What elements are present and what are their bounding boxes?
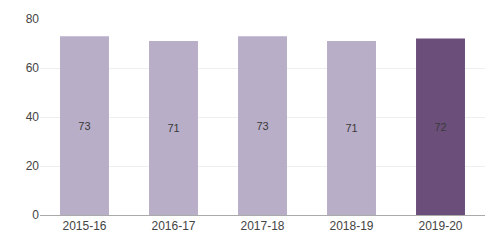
svg-text:71: 71 [167,122,179,134]
svg-text:72: 72 [434,121,446,133]
svg-text:60: 60 [26,61,40,75]
svg-text:40: 40 [26,110,40,124]
svg-text:73: 73 [256,120,268,132]
svg-text:2015-16: 2015-16 [62,219,106,233]
svg-text:0: 0 [32,208,39,222]
svg-text:73: 73 [78,120,90,132]
svg-text:71: 71 [345,122,357,134]
svg-text:2018-19: 2018-19 [329,219,373,233]
svg-text:2019-20: 2019-20 [418,219,462,233]
svg-text:80: 80 [26,12,40,26]
svg-text:2017-18: 2017-18 [240,219,284,233]
svg-text:20: 20 [26,159,40,173]
svg-text:2016-17: 2016-17 [151,219,195,233]
